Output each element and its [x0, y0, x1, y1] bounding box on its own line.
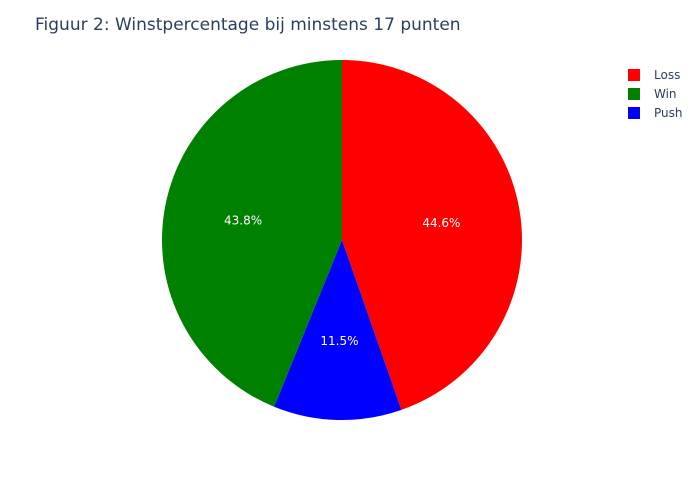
legend-item-push[interactable]: Push: [628, 106, 683, 120]
pie-slice-push[interactable]: [274, 240, 402, 421]
pie-slice-loss[interactable]: [342, 60, 523, 410]
legend-label-loss: Loss: [654, 68, 680, 82]
pie-slice-win[interactable]: [161, 60, 342, 407]
legend-item-loss[interactable]: Loss: [628, 68, 680, 82]
slice-label-win: 43.8%: [224, 214, 262, 228]
pie-slices: [161, 60, 523, 421]
legend-label-win: Win: [654, 87, 677, 101]
slice-label-loss: 44.6%: [422, 216, 460, 230]
slice-label-push: 11.5%: [320, 334, 358, 348]
chart-title: Figuur 2: Winstpercentage bij minstens 1…: [35, 15, 461, 35]
pie-slice-labels: 44.6% 11.5% 43.8%: [224, 214, 460, 348]
legend-swatch-win: [628, 88, 640, 100]
legend-label-push: Push: [654, 106, 683, 120]
legend-swatch-push: [628, 107, 640, 119]
legend-item-win[interactable]: Win: [628, 87, 677, 101]
legend: Loss Win Push: [628, 68, 683, 120]
legend-swatch-loss: [628, 69, 640, 81]
